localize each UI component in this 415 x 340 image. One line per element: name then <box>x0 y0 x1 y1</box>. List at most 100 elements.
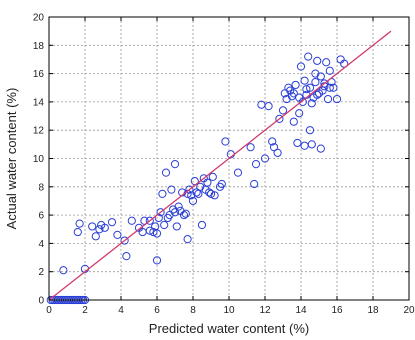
data-point <box>75 219 84 228</box>
data-point <box>307 140 316 149</box>
data-point <box>181 209 190 218</box>
data-point <box>325 83 334 92</box>
y-axis-label: Actual water content (%) <box>4 88 19 230</box>
data-point <box>185 185 194 194</box>
x-tick-label: 14 <box>295 305 307 316</box>
data-point <box>152 256 162 265</box>
data-point <box>149 227 158 237</box>
data-point <box>302 85 311 94</box>
data-point <box>278 106 288 115</box>
x-axis-label: Predicted water content (%) <box>149 321 309 336</box>
data-point <box>268 137 277 146</box>
data-point <box>221 137 230 146</box>
data-point <box>188 196 198 206</box>
data-point <box>127 216 136 225</box>
data-point <box>307 99 316 108</box>
data-point <box>203 178 212 187</box>
data-point <box>197 220 207 230</box>
data-point <box>323 94 333 104</box>
data-point <box>329 83 338 92</box>
data-point <box>152 229 162 238</box>
data-point <box>304 52 313 61</box>
data-points <box>46 52 349 305</box>
data-point <box>313 56 322 65</box>
data-point <box>300 76 309 85</box>
data-point <box>316 144 325 153</box>
data-point <box>246 143 255 152</box>
y-tick-label: 16 <box>33 69 45 80</box>
data-point <box>269 143 279 152</box>
data-point <box>161 168 171 177</box>
x-tick-label: 2 <box>82 305 88 316</box>
x-tick-label: 6 <box>154 305 160 316</box>
data-point <box>305 126 315 135</box>
data-point <box>210 191 219 200</box>
data-point <box>293 138 302 148</box>
x-tick-label: 4 <box>118 305 124 316</box>
data-point <box>289 89 298 98</box>
y-tick-label: 8 <box>38 182 44 193</box>
data-point <box>192 188 201 197</box>
data-point <box>73 227 82 237</box>
data-point <box>264 102 273 111</box>
data-point <box>59 266 68 275</box>
y-tick-label: 6 <box>38 211 44 222</box>
y-tick-label: 14 <box>33 97 45 108</box>
data-point <box>170 208 180 217</box>
data-point <box>250 179 259 189</box>
fit-line <box>48 30 392 301</box>
y-tick-label: 20 <box>33 13 45 24</box>
data-point <box>91 232 100 241</box>
data-point <box>172 222 181 231</box>
data-point <box>289 117 298 126</box>
data-point <box>194 189 203 198</box>
data-point <box>145 226 154 235</box>
y-tick-label: 2 <box>38 267 44 278</box>
y-tick-label: 0 <box>38 296 44 307</box>
data-point <box>260 154 270 163</box>
data-point <box>206 189 216 198</box>
data-point <box>305 83 315 92</box>
x-tick-label: 20 <box>403 305 415 316</box>
data-point <box>120 236 129 245</box>
data-point <box>251 160 261 169</box>
data-point <box>298 97 307 107</box>
data-point <box>322 58 331 67</box>
data-point <box>295 109 304 118</box>
data-point <box>100 223 109 232</box>
data-point <box>275 114 284 123</box>
data-point <box>174 202 183 211</box>
x-tick-label: 8 <box>190 305 196 316</box>
data-point <box>208 172 217 181</box>
data-point <box>332 94 342 104</box>
data-point <box>160 220 169 230</box>
data-point <box>273 148 282 157</box>
data-point <box>183 235 192 244</box>
x-tick-label: 18 <box>367 305 379 316</box>
plot-frame <box>48 16 410 301</box>
data-point <box>156 208 165 217</box>
data-point <box>325 66 334 75</box>
data-point <box>316 72 325 81</box>
data-point <box>107 218 117 227</box>
data-point <box>95 225 104 234</box>
x-tick-label: 12 <box>259 305 271 316</box>
x-tick-label: 16 <box>331 305 343 316</box>
y-tick-label: 12 <box>33 126 45 137</box>
data-point <box>296 62 306 71</box>
data-point <box>179 211 189 220</box>
data-point <box>233 168 243 177</box>
data-point <box>291 80 300 90</box>
y-tick-labels: 0 2 4 6 8 10 12 14 16 18 20 <box>33 13 45 307</box>
data-point <box>167 185 176 194</box>
data-point <box>145 216 154 225</box>
y-tick-label: 4 <box>38 239 44 250</box>
data-point <box>300 141 309 150</box>
y-tick-label: 18 <box>33 41 45 52</box>
grid-lines <box>49 17 409 300</box>
x-tick-labels: 0 2 4 6 8 10 12 14 16 18 20 <box>46 305 415 316</box>
data-point <box>313 90 322 99</box>
data-point <box>113 230 122 240</box>
y-tick-label: 10 <box>33 154 45 165</box>
